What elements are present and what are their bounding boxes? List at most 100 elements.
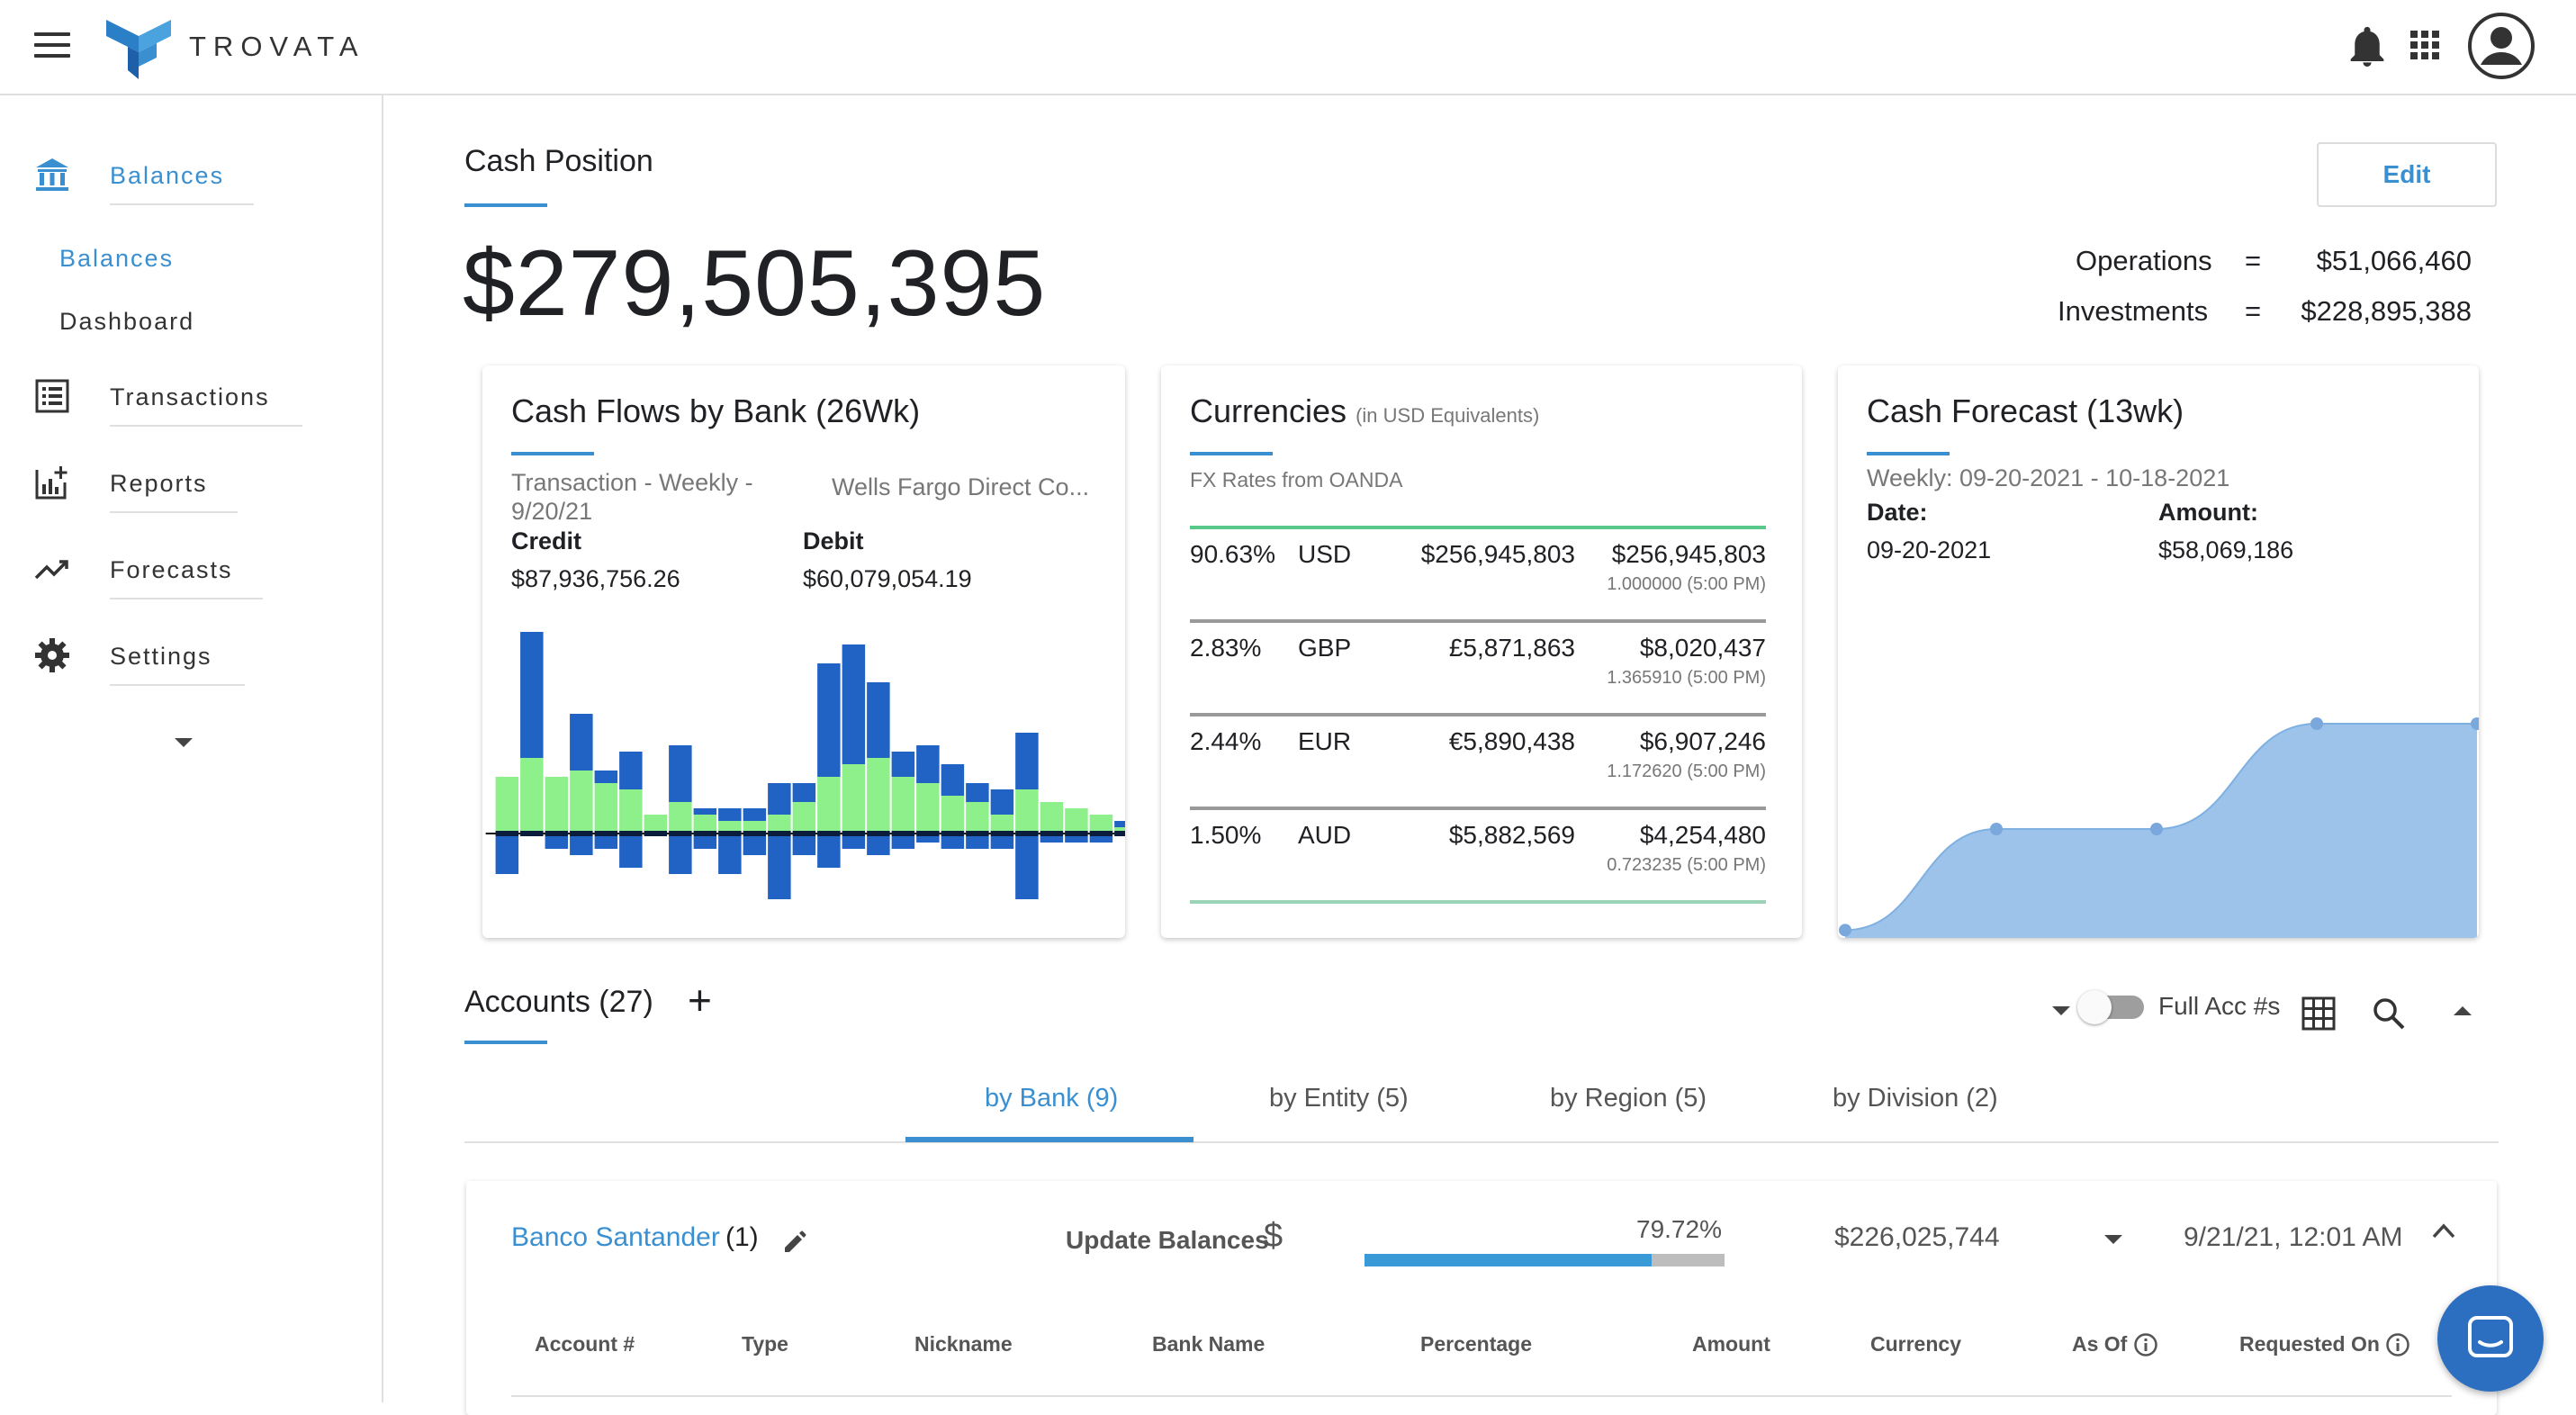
expand-chevron-icon[interactable] [175, 738, 193, 747]
search-icon[interactable] [2371, 996, 2407, 1032]
column-header-percentage[interactable]: Percentage [1420, 1332, 1533, 1356]
debit-bar [1040, 836, 1064, 843]
bank-selector[interactable]: Wells Fargo Direct Co... [832, 473, 1090, 500]
debit-bar [743, 836, 767, 855]
credit-bar [718, 821, 742, 834]
divider [1190, 713, 1766, 717]
credit-bar-secondary [594, 771, 618, 783]
forecast-point[interactable] [1839, 924, 1851, 937]
tab-by-bank[interactable]: by Bank (9) [985, 1084, 1119, 1113]
cash-forecast-card[interactable]: Cash Forecast (13wk) Weekly: 09-20-2021 … [1838, 365, 2479, 938]
credit-bar [792, 802, 816, 834]
currency-row[interactable]: 1.50% AUD $5,882,569 $4,254,480 0.723235… [1190, 807, 1766, 900]
table-view-icon[interactable] [2301, 996, 2337, 1032]
currency-row[interactable]: 90.63% USD $256,945,803 $256,945,803 1.0… [1190, 526, 1766, 619]
collapse-row-chevron-icon[interactable] [2430, 1221, 2457, 1242]
tab-by-entity[interactable]: by Entity (5) [1269, 1084, 1409, 1113]
sidebar-item-balances[interactable]: Balances [0, 140, 378, 205]
credit-bar [891, 777, 915, 834]
debit-bar [495, 836, 519, 874]
credit-bar-secondary [1015, 733, 1039, 789]
sidebar-item-label: Settings [110, 643, 212, 670]
column-header-account-number[interactable]: Account # [535, 1332, 635, 1356]
divider [110, 425, 302, 427]
column-header-bank-name[interactable]: Bank Name [1152, 1332, 1265, 1356]
card-title: Cash Flows by Bank (26Wk) [511, 392, 921, 429]
credit-bar-secondary [817, 663, 841, 777]
apps-grid-icon[interactable] [2409, 29, 2441, 61]
title-underline [1867, 452, 1950, 455]
sidebar-item-reports[interactable]: Reports [0, 448, 378, 513]
bank-name-link[interactable]: Banco Santander [511, 1222, 720, 1252]
collapse-chevron-icon[interactable] [2454, 1006, 2472, 1015]
debit-bar [966, 836, 989, 849]
credit-bar-secondary [570, 714, 593, 771]
add-account-button[interactable]: + [688, 977, 712, 1023]
debit-bar [570, 836, 593, 855]
net-marker [1114, 831, 1125, 836]
tab-by-region[interactable]: by Region (5) [1550, 1084, 1707, 1113]
debit-bar [669, 836, 692, 874]
column-header-requested-on[interactable]: Requested On [2239, 1332, 2380, 1356]
column-header-as-of[interactable]: As Of [2072, 1332, 2128, 1356]
credit-bar-secondary [1114, 821, 1125, 827]
chat-launcher-button[interactable] [2437, 1285, 2544, 1392]
fx-rate: 1.365910 (5:00 PM) [1607, 668, 1766, 688]
tab-by-division[interactable]: by Division (2) [1833, 1084, 1998, 1113]
net-marker [990, 831, 1014, 836]
column-header-nickname[interactable]: Nickname [914, 1332, 1013, 1356]
forecast-date-label: Date: [1867, 499, 1928, 526]
card-title: Cash Forecast (13wk) [1867, 392, 2184, 429]
currency-row[interactable]: 2.83% GBP £5,871,863 $8,020,437 1.365910… [1190, 619, 1766, 713]
currency-code: EUR [1298, 727, 1352, 755]
credit-bar [520, 758, 544, 834]
credit-value: $87,936,756.26 [511, 565, 680, 592]
menu-icon[interactable] [34, 32, 70, 59]
divider [1190, 807, 1766, 810]
debit-bar [594, 836, 618, 849]
net-marker [520, 831, 544, 836]
credit-bar [867, 758, 890, 834]
edit-pencil-icon[interactable] [781, 1228, 808, 1255]
view-dropdown-chevron-icon[interactable] [2052, 1006, 2070, 1015]
title-underline [511, 452, 594, 455]
edit-button[interactable]: Edit [2317, 142, 2497, 207]
forecast-point[interactable] [1990, 823, 2003, 835]
debit-label: Debit [803, 527, 864, 554]
currency-local-amount: €5,890,438 [1448, 727, 1575, 755]
currency-row[interactable]: 2.44% EUR €5,890,438 $6,907,246 1.172620… [1190, 713, 1766, 807]
sidebar-item-settings[interactable]: Settings [0, 621, 378, 686]
dollar-icon[interactable]: $ [1264, 1217, 1283, 1255]
forecast-point[interactable] [2471, 717, 2479, 730]
list-icon [35, 379, 69, 413]
cash-flows-card[interactable]: Cash Flows by Bank (26Wk) Transaction - … [482, 365, 1125, 938]
sidebar-item-transactions[interactable]: Transactions [0, 362, 378, 427]
column-header-currency[interactable]: Currency [1870, 1332, 1961, 1356]
info-icon[interactable] [2133, 1332, 2158, 1357]
investments-equals: = [2245, 295, 2262, 327]
sidebar-item-forecasts[interactable]: Forecasts [0, 535, 378, 599]
info-icon[interactable] [2385, 1332, 2410, 1357]
update-balances-button[interactable]: Update Balances [1066, 1226, 1269, 1254]
credit-bar [669, 802, 692, 834]
column-header-type[interactable]: Type [742, 1332, 788, 1356]
chat-icon [2468, 1316, 2513, 1357]
currency-usd-amount: $256,945,803 [1611, 540, 1766, 568]
sidebar: Balances Balances Dashboard Transactions… [0, 95, 383, 1402]
full-account-toggle[interactable] [2077, 990, 2144, 1024]
credit-bar [916, 783, 940, 834]
toggle-thumb [2077, 990, 2112, 1024]
credit-bar [1040, 802, 1064, 834]
amount-dropdown-chevron-icon[interactable] [2104, 1235, 2122, 1244]
bell-icon[interactable] [2347, 25, 2387, 68]
user-avatar-icon[interactable] [2466, 11, 2536, 81]
sidebar-subitem-dashboard[interactable]: Dashboard [59, 308, 195, 335]
column-header-amount[interactable]: Amount [1692, 1332, 1770, 1356]
sidebar-subitem-balances[interactable]: Balances [59, 245, 175, 272]
bank-icon [36, 158, 68, 191]
add-chart-icon [35, 466, 68, 500]
forecast-point[interactable] [2150, 823, 2163, 835]
forecast-point[interactable] [2310, 717, 2323, 730]
currencies-card[interactable]: Currencies (in USD Equivalents) FX Rates… [1161, 365, 1802, 938]
credit-bar [495, 777, 519, 834]
